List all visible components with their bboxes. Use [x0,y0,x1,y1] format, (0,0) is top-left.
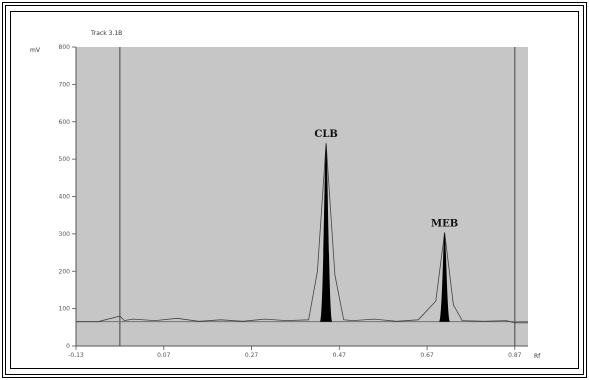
x-tick-label: 0.67 [420,352,434,359]
y-tick-label: 200 [59,268,71,275]
peak-clb [320,143,333,322]
y-axis-label: mV [30,47,41,54]
y-tick-label: 300 [59,231,71,238]
peak-labels: CLB MEB [314,129,458,229]
x-tick-label: 0.27 [245,352,259,359]
peak-label-clb: CLB [314,129,337,140]
x-axis-label: Rf [534,353,541,360]
marks-layer [76,47,528,346]
x-tick-label: 0.47 [333,352,347,359]
y-tick-label: 600 [59,119,71,126]
x-tick-label: 0.87 [508,352,522,359]
y-tick-label: 500 [59,156,71,163]
y-tick-label: 700 [59,81,71,88]
y-tick-label: 100 [59,306,71,313]
peak-label-meb: MEB [431,218,458,229]
plot-area [76,47,528,346]
x-ticks: -0.13 0.07 0.27 0.47 0.67 0.87 [68,346,522,359]
x-tick-label: 0.07 [157,352,171,359]
y-tick-label: 400 [59,194,71,201]
chart-title: Track 3.1B [90,30,122,37]
x-tick-label: -0.13 [68,352,84,359]
y-tick-label: 0 [66,343,70,350]
y-tick-label: 800 [59,44,71,51]
peak-meb [439,232,451,322]
y-ticks: 800 700 600 500 400 300 200 100 0 [59,44,76,350]
